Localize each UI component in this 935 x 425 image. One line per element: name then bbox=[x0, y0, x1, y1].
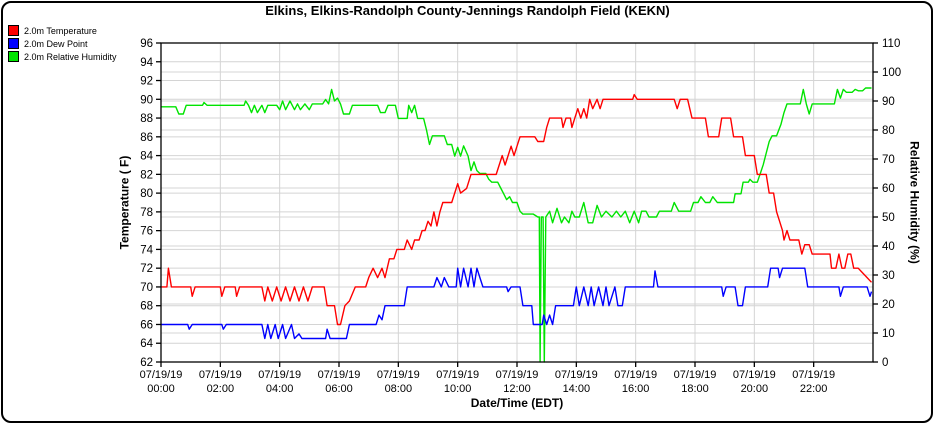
y-left-tick-label: 72 bbox=[140, 263, 153, 275]
x-tick-time: 02:00 bbox=[207, 383, 235, 395]
y-left-tick-label: 80 bbox=[140, 188, 153, 200]
x-tick-time: 04:00 bbox=[266, 383, 294, 395]
y-left-tick-label: 82 bbox=[140, 169, 153, 181]
x-tick-date: 07/19/19 bbox=[555, 369, 598, 381]
y-left-tick-label: 64 bbox=[140, 338, 153, 350]
y-right-tick-label: 50 bbox=[882, 212, 895, 224]
y-left-tick-label: 78 bbox=[140, 207, 153, 219]
x-tick-date: 07/19/19 bbox=[614, 369, 657, 381]
y-left-tick-label: 86 bbox=[140, 132, 153, 144]
x-tick-date: 07/19/19 bbox=[674, 369, 717, 381]
x-tick-time: 16:00 bbox=[622, 383, 650, 395]
y-left-tick-label: 62 bbox=[140, 357, 153, 369]
y-left-tick-label: 94 bbox=[140, 57, 153, 69]
y-right-tick-label: 70 bbox=[882, 154, 895, 166]
x-tick-date: 07/19/19 bbox=[140, 369, 183, 381]
y-left-tick-label: 66 bbox=[140, 319, 153, 331]
2-0m-dew-point-line bbox=[161, 267, 873, 340]
y-left-tick-label: 84 bbox=[140, 151, 153, 163]
x-tick-date: 07/19/19 bbox=[792, 369, 835, 381]
legend-label-temperature: 2.0m Temperature bbox=[24, 25, 97, 36]
chart-title: Elkins, Elkins-Randolph County-Jennings … bbox=[265, 3, 670, 18]
x-tick-date: 07/19/19 bbox=[436, 369, 479, 381]
y-right-tick-label: 90 bbox=[882, 96, 895, 108]
x-tick-time: 20:00 bbox=[741, 383, 769, 395]
2-0m-temperature-line bbox=[161, 93, 873, 326]
y-left-tick-label: 70 bbox=[140, 282, 153, 294]
legend-item-dew-point: 2.0m Dew Point bbox=[8, 37, 117, 50]
y-left-tick-label: 90 bbox=[140, 94, 153, 106]
y-right-tick-label: 40 bbox=[882, 241, 895, 253]
x-tick-date: 07/19/19 bbox=[377, 369, 420, 381]
2-0m-relative-humidity-line bbox=[161, 87, 872, 363]
y-right-tick-label: 10 bbox=[882, 328, 895, 340]
legend-label-dew-point: 2.0m Dew Point bbox=[24, 38, 88, 49]
x-tick-date: 07/19/19 bbox=[199, 369, 242, 381]
legend-item-temperature: 2.0m Temperature bbox=[8, 24, 117, 37]
x-tick-time: 12:00 bbox=[503, 383, 531, 395]
y-left-tick-label: 88 bbox=[140, 113, 153, 125]
legend: 2.0m Temperature 2.0m Dew Point 2.0m Rel… bbox=[8, 24, 117, 63]
y-right-tick-label: 20 bbox=[882, 299, 895, 311]
legend-item-relative-humidity: 2.0m Relative Humidity bbox=[8, 50, 117, 63]
y-right-tick-label: 80 bbox=[882, 125, 895, 137]
x-tick-date: 07/19/19 bbox=[496, 369, 539, 381]
y-left-tick-label: 74 bbox=[140, 244, 153, 256]
x-tick-time: 18:00 bbox=[681, 383, 709, 395]
y-right-tick-label: 60 bbox=[882, 183, 895, 195]
x-tick-time: 08:00 bbox=[385, 383, 413, 395]
x-axis-title: Date/Time (EDT) bbox=[470, 396, 564, 410]
x-tick-date: 07/19/19 bbox=[258, 369, 301, 381]
x-tick-time: 14:00 bbox=[563, 383, 591, 395]
dew-point-swatch-icon bbox=[8, 38, 19, 49]
x-tick-time: 06:00 bbox=[325, 383, 353, 395]
y-left-tick-label: 96 bbox=[140, 38, 153, 50]
y-right-tick-label: 30 bbox=[882, 270, 895, 282]
y-right-tick-label: 0 bbox=[882, 357, 888, 369]
x-tick-date: 07/19/19 bbox=[733, 369, 776, 381]
x-tick-date: 07/19/19 bbox=[318, 369, 361, 381]
relative-humidity-swatch-icon bbox=[8, 51, 19, 62]
x-tick-time: 00:00 bbox=[147, 383, 175, 395]
y-right-tick-label: 110 bbox=[882, 38, 900, 50]
y-left-tick-label: 68 bbox=[140, 301, 153, 313]
legend-label-relative-humidity: 2.0m Relative Humidity bbox=[24, 51, 117, 62]
y-left-tick-label: 76 bbox=[140, 226, 153, 238]
y-left-tick-label: 92 bbox=[140, 76, 153, 88]
temperature-swatch-icon bbox=[8, 25, 19, 36]
y-right-tick-label: 100 bbox=[882, 67, 901, 79]
x-tick-time: 22:00 bbox=[800, 383, 828, 395]
x-tick-time: 10:00 bbox=[444, 383, 472, 395]
